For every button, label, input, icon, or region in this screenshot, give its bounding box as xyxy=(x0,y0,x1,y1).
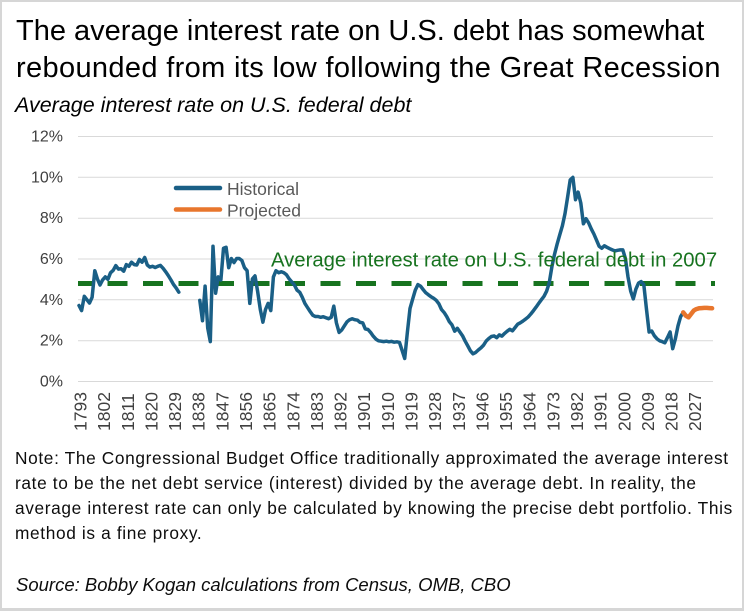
svg-text:1955: 1955 xyxy=(496,392,516,431)
svg-text:4%: 4% xyxy=(40,292,63,309)
svg-text:1856: 1856 xyxy=(236,392,256,431)
svg-text:1802: 1802 xyxy=(94,392,114,431)
svg-text:1865: 1865 xyxy=(260,392,280,431)
svg-text:1919: 1919 xyxy=(402,392,422,431)
svg-text:2009: 2009 xyxy=(638,392,658,431)
svg-text:1847: 1847 xyxy=(212,392,232,431)
svg-text:1946: 1946 xyxy=(472,392,492,431)
svg-text:1892: 1892 xyxy=(331,392,351,431)
svg-text:1964: 1964 xyxy=(520,392,540,431)
svg-text:2%: 2% xyxy=(40,333,63,350)
svg-text:2018: 2018 xyxy=(662,392,682,431)
svg-text:1829: 1829 xyxy=(165,392,185,431)
svg-text:1883: 1883 xyxy=(307,392,327,431)
svg-text:10%: 10% xyxy=(31,169,63,186)
svg-text:8%: 8% xyxy=(40,210,63,227)
svg-text:1973: 1973 xyxy=(543,392,563,431)
svg-text:1838: 1838 xyxy=(189,392,209,431)
svg-text:1901: 1901 xyxy=(354,392,374,431)
svg-text:1937: 1937 xyxy=(449,392,469,431)
svg-text:2000: 2000 xyxy=(614,392,634,431)
svg-text:2027: 2027 xyxy=(685,392,705,431)
svg-text:Projected: Projected xyxy=(227,201,301,221)
svg-text:1811: 1811 xyxy=(118,393,138,431)
svg-text:1928: 1928 xyxy=(425,392,445,431)
svg-text:1910: 1910 xyxy=(378,392,398,431)
svg-text:0%: 0% xyxy=(40,374,63,391)
svg-text:1874: 1874 xyxy=(283,392,303,431)
svg-text:Average interest rate on U.S.: Average interest rate on U.S. federal de… xyxy=(271,250,717,272)
svg-text:1991: 1991 xyxy=(591,392,611,431)
svg-text:12%: 12% xyxy=(31,129,63,146)
svg-text:1820: 1820 xyxy=(141,392,161,431)
svg-text:6%: 6% xyxy=(40,251,63,268)
svg-text:1793: 1793 xyxy=(71,392,91,431)
svg-text:1982: 1982 xyxy=(567,392,587,431)
svg-text:Historical: Historical xyxy=(227,179,299,199)
